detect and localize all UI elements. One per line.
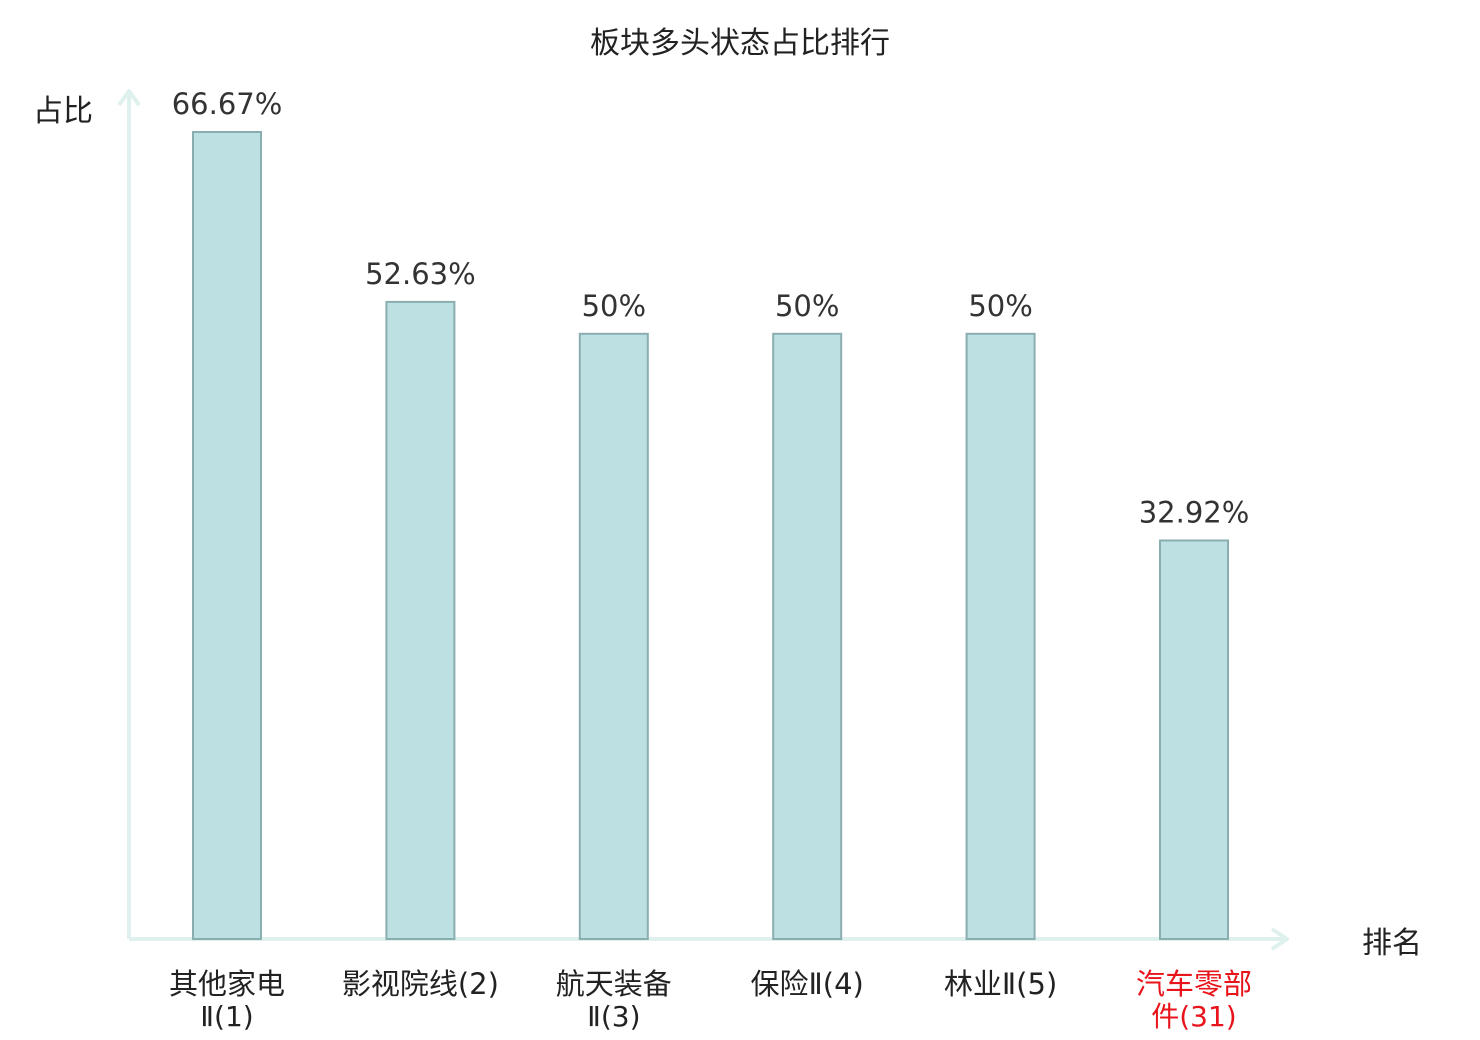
- x-axis: [129, 927, 1289, 951]
- chart-title: 板块多头状态占比排行: [590, 26, 890, 61]
- bar-1: [192, 131, 262, 940]
- category-label-3-line-1: 航天装备: [556, 967, 672, 1001]
- bar-value-label-4: 50%: [775, 289, 839, 323]
- bar-4: [772, 332, 843, 940]
- bars-group: [192, 131, 1229, 940]
- bar-5: [965, 332, 1036, 940]
- category-label-6-line-1: 汽车零部: [1136, 967, 1252, 1001]
- bar-value-label-1: 66.67%: [172, 87, 283, 121]
- bar-value-label-5: 50%: [968, 289, 1032, 323]
- bar-value-label-6: 32.92%: [1139, 496, 1250, 530]
- y-axis-label: 占比: [33, 94, 93, 129]
- category-label-5: 林业Ⅱ(5): [944, 967, 1057, 1001]
- bar-value-label-3: 50%: [582, 289, 646, 323]
- bar-2: [385, 300, 456, 940]
- category-label-1-line-1: 其他家电: [169, 967, 285, 1001]
- category-label-2: 影视院线(2): [342, 967, 499, 1001]
- bar-6: [1159, 539, 1229, 940]
- category-label-4: 保险Ⅱ(4): [751, 967, 864, 1001]
- category-label-3-line-2: Ⅱ(3): [587, 1000, 640, 1033]
- category-label-1-line-2: Ⅱ(1): [200, 1000, 253, 1033]
- category-label-6-line-2: 件(31): [1151, 1000, 1236, 1033]
- value-labels-group: 66.67% 52.63% 50% 50% 50% 32.92%: [172, 87, 1250, 530]
- bar-3: [578, 332, 649, 940]
- x-axis-label: 排名: [1362, 926, 1422, 961]
- y-axis: [117, 89, 141, 939]
- bar-value-label-2: 52.63%: [365, 257, 476, 291]
